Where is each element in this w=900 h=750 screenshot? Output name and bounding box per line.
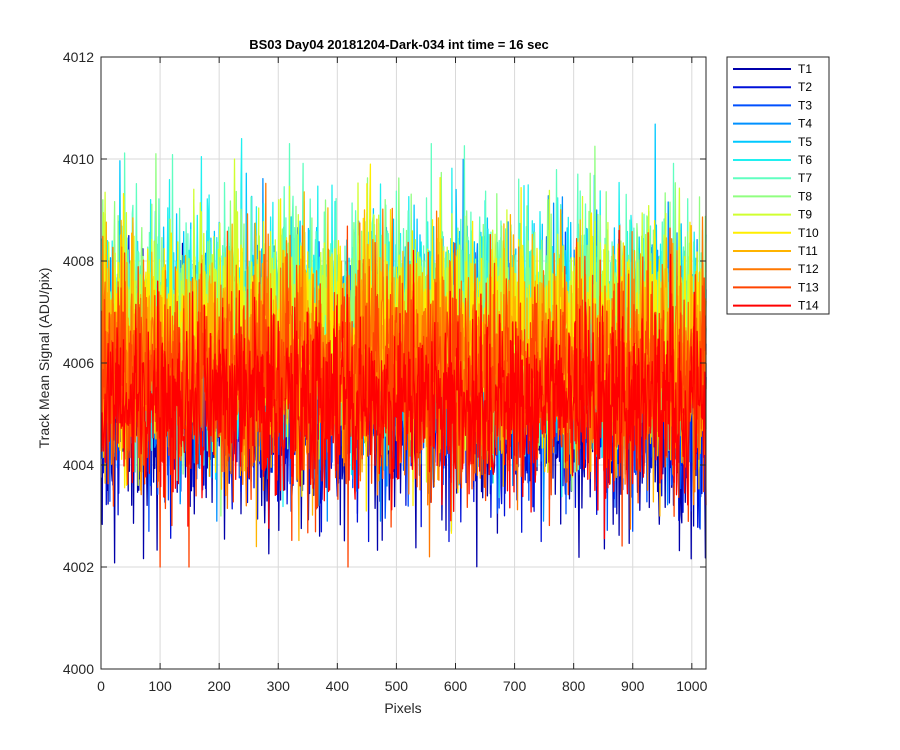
legend-label-t1: T1 (798, 62, 812, 76)
x-tick-label: 800 (562, 678, 586, 694)
x-tick-label: 400 (326, 678, 350, 694)
legend: T1 T2 T3 T4 T5 T6 T7 T8 T9 T10 T11 T12 T13 T14 (726, 56, 830, 315)
x-tick-label: 700 (503, 678, 527, 694)
x-tick-label: 600 (444, 678, 468, 694)
legend-label-t5: T5 (798, 135, 812, 149)
legend-label-t9: T9 (798, 208, 812, 222)
legend-label-t2: T2 (798, 80, 812, 94)
legend-label-t12: T12 (798, 262, 819, 276)
x-axis-label: Pixels (384, 700, 421, 716)
y-tick-label: 4008 (63, 253, 94, 269)
y-axis-label: Track Mean Signal (ADU/pix) (36, 268, 52, 449)
y-tick-label: 4010 (63, 151, 94, 167)
x-tick-label: 300 (267, 678, 291, 694)
y-tick-label: 4002 (63, 559, 94, 575)
axis-ticks (100, 56, 706, 670)
x-tick-label: 900 (621, 678, 645, 694)
legend-label-t8: T8 (798, 189, 812, 203)
x-tick-label: 200 (207, 678, 231, 694)
legend-label-t6: T6 (798, 153, 812, 167)
y-tick-label: 4012 (63, 49, 94, 65)
x-tick-labels: 0 100 200 300 400 500 600 700 800 900 1000 (97, 678, 707, 694)
series-lines (100, 123, 707, 568)
legend-box (726, 56, 830, 315)
y-tick-labels: 4000 4002 4004 4006 4008 4010 4012 (63, 49, 94, 677)
legend-label-t10: T10 (798, 226, 819, 240)
x-tick-label: 100 (148, 678, 172, 694)
legend-label-t13: T13 (798, 280, 819, 294)
legend-label-t7: T7 (798, 171, 812, 185)
plot-area (100, 56, 707, 670)
legend-label-t4: T4 (798, 117, 812, 131)
legend-label-t3: T3 (798, 98, 812, 112)
x-tick-label: 1000 (676, 678, 707, 694)
x-tick-label: 0 (97, 678, 105, 694)
legend-label-t14: T14 (798, 299, 819, 313)
legend-items: T1 T2 T3 T4 T5 T6 T7 T8 T9 T10 T11 T12 T13 T14 (733, 62, 819, 313)
y-tick-label: 4006 (63, 355, 94, 371)
chart-title: BS03 Day04 20181204-Dark-034 int time = … (249, 37, 549, 52)
y-tick-label: 4004 (63, 457, 94, 473)
legend-label-t11: T11 (798, 244, 818, 258)
x-tick-label: 500 (385, 678, 409, 694)
y-tick-label: 4000 (63, 661, 94, 677)
series-line-t14 (100, 229, 707, 540)
